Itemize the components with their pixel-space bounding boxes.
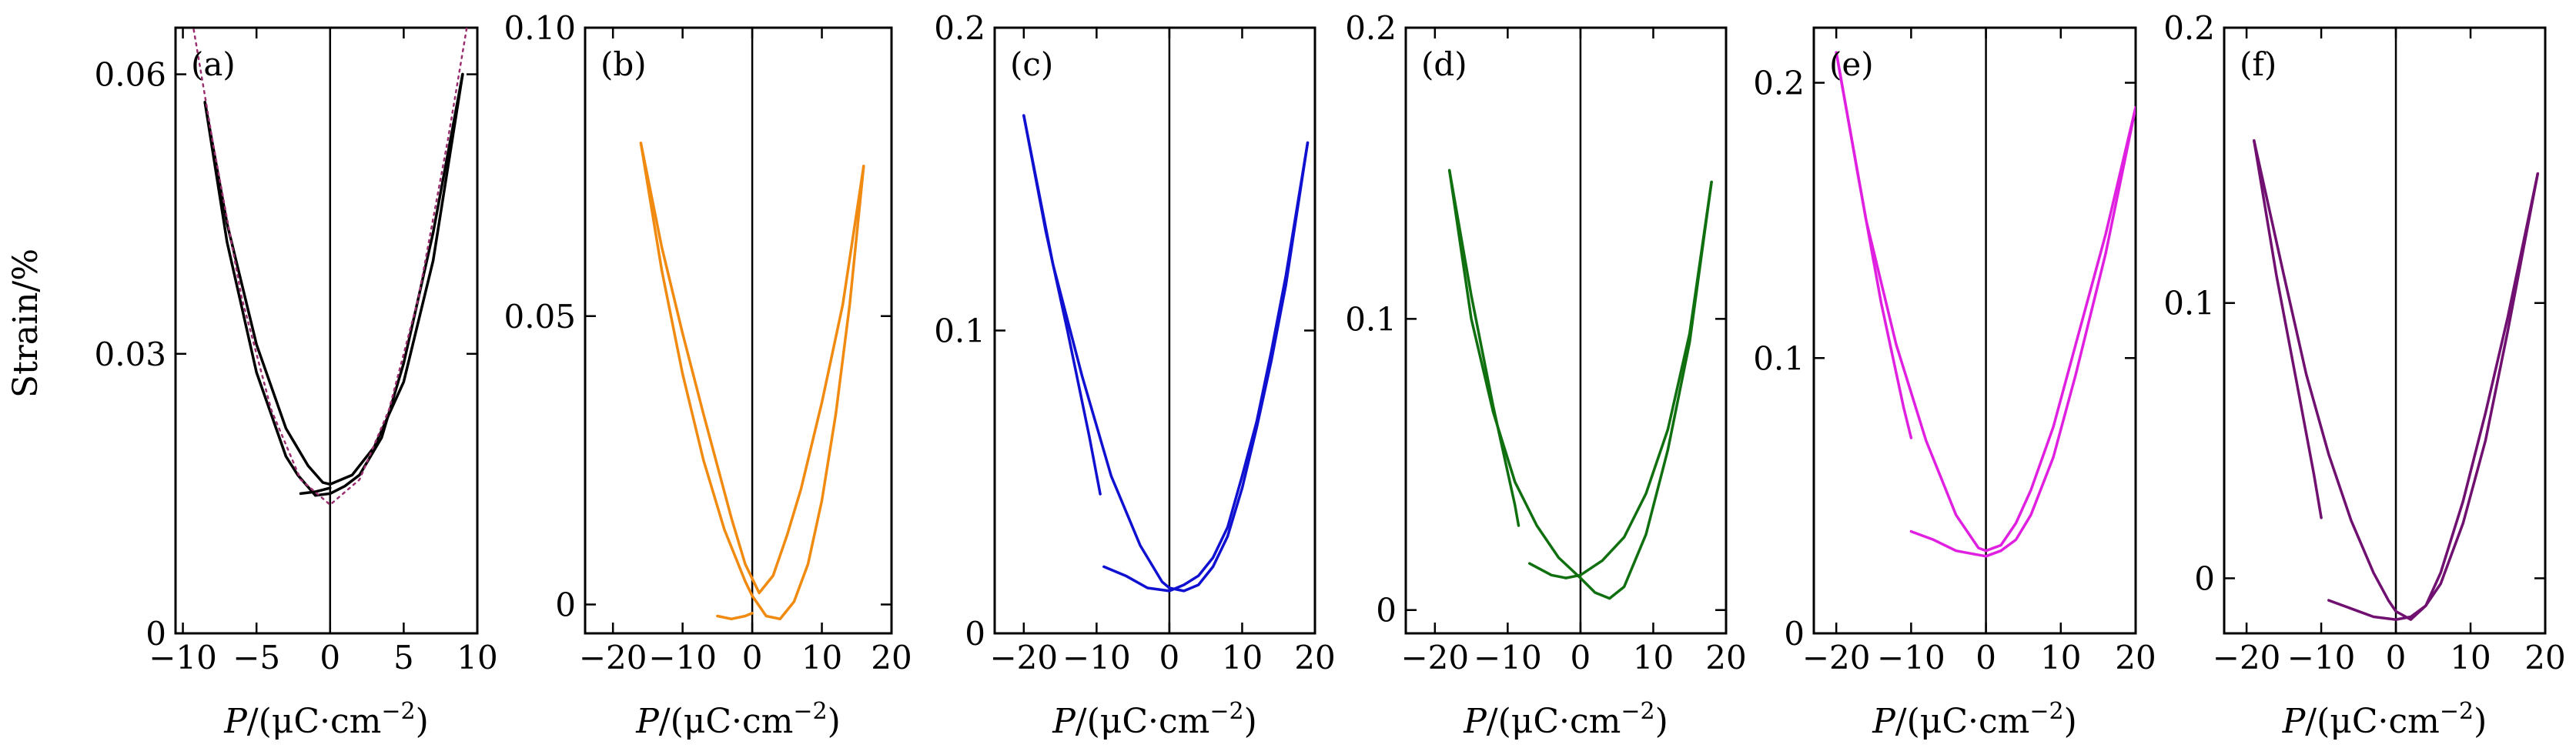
series-line-branch-1 — [203, 72, 464, 486]
series-group — [1447, 169, 1713, 600]
series-line-branch-2 — [1447, 169, 1713, 600]
plot-frame — [993, 26, 1316, 635]
series-group — [1022, 114, 1310, 593]
plot-frame — [584, 26, 893, 635]
series-line-start-segment — [716, 612, 754, 621]
x-tick-label: 0 — [2386, 639, 2407, 676]
series-line-inner-branch — [639, 142, 865, 595]
panel-label: (f) — [2240, 45, 2277, 83]
x-tick-label: 0 — [1571, 639, 1591, 676]
x-axis-label: P/(μC·cm−2) — [223, 698, 429, 741]
x-tick-label: 0 — [1159, 639, 1180, 676]
x-tick-label: 20 — [1705, 639, 1746, 676]
y-tick-label: 0.1 — [1753, 339, 1805, 377]
series-line-branch-2 — [2253, 139, 2540, 621]
y-tick-label: 0.2 — [2163, 9, 2215, 47]
x-tick-label: 10 — [2450, 639, 2491, 676]
y-tick-label: 0 — [1376, 592, 1397, 629]
x-tick-label: 10 — [2040, 639, 2081, 676]
x-tick-label: 10 — [1633, 639, 1674, 676]
panel-label: (d) — [1421, 45, 1467, 83]
x-tick-label: −10 — [1062, 639, 1131, 676]
panel-label: (e) — [1829, 45, 1874, 83]
x-tick-label: −10 — [648, 639, 717, 676]
panel-label: (b) — [601, 45, 647, 83]
series-line-branch-3 — [299, 486, 332, 496]
x-tick-label: 0 — [742, 639, 763, 676]
panel-f: −20 −10 0 10 20 0 0.1 0.2 (f) — [2163, 9, 2566, 676]
x-tick-label: −20 — [2213, 639, 2281, 676]
plot-frame — [1812, 26, 2137, 635]
y-tick-label: 0.1 — [1345, 300, 1397, 338]
x-tick-label: −20 — [1802, 639, 1871, 676]
x-tick-label: 0 — [1975, 639, 1996, 676]
x-tick-label: −10 — [149, 639, 217, 676]
x-tick-label: 5 — [393, 639, 414, 676]
panel-c: −20 −10 0 10 20 0 0.1 0.2 (c) — [934, 9, 1336, 676]
x-axis-label: P/(μC·cm−2) — [1052, 698, 1257, 741]
x-tick-label: 10 — [801, 639, 842, 676]
series-group — [2253, 139, 2540, 621]
series-group — [1835, 51, 2136, 558]
x-tick-label: −10 — [1474, 639, 1542, 676]
y-tick-label: 0 — [555, 586, 576, 624]
y-tick-label: 0 — [965, 615, 985, 653]
panel-a: −10 −5 0 5 10 0 0.03 0.06 (a) — [94, 26, 498, 676]
y-tick-label: 0.10 — [503, 9, 576, 47]
series-line-branch-1 — [1447, 169, 1521, 527]
x-axis-label: P/(μC·cm−2) — [635, 698, 841, 741]
y-tick-label: 0.2 — [934, 9, 985, 47]
series-line-branch-3 — [1102, 141, 1310, 593]
x-tick-label: −10 — [2287, 639, 2356, 676]
x-tick-label: 20 — [1294, 639, 1335, 676]
panel-d: −20 −10 0 10 20 0 0.1 0.2 (d) — [1345, 9, 1747, 676]
x-axis-label: P/(μC·cm−2) — [1872, 698, 2077, 741]
y-tick-label: 0 — [146, 615, 166, 653]
series-line-branch-2 — [203, 72, 464, 497]
x-axis-label: P/(μC·cm−2) — [1463, 698, 1668, 741]
plot-frame — [2223, 26, 2547, 635]
panel-label: (a) — [191, 45, 236, 83]
y-tick-label: 0 — [1784, 615, 1805, 653]
y-tick-label: 0.1 — [2163, 285, 2215, 322]
x-tick-label: 10 — [457, 639, 497, 676]
x-axis-label: P/(μC·cm−2) — [2282, 698, 2487, 741]
series-group — [192, 28, 468, 506]
x-tick-label: 20 — [2524, 639, 2565, 676]
series-line-branch-3 — [1527, 180, 1713, 579]
series-line-branch-3 — [1909, 105, 2136, 558]
plot-frame — [1404, 26, 1728, 635]
x-tick-label: −20 — [989, 639, 1058, 676]
x-axis-labels: P/(μC·cm−2) P/(μC·cm−2) P/(μC·cm−2) P/(μC·c… — [223, 698, 2487, 741]
series-line-outer-branch — [639, 142, 865, 621]
x-tick-label: 20 — [871, 639, 912, 676]
series-line-branch-2 — [1835, 51, 2136, 553]
y-tick-label: 0.2 — [1345, 9, 1397, 47]
panel-e: −20 −10 0 10 20 0 0.1 0.2 (e) — [1753, 26, 2156, 676]
series-group — [639, 142, 865, 621]
x-tick-label: 20 — [2115, 639, 2156, 676]
x-tick-label: 0 — [319, 639, 340, 676]
panel-label: (c) — [1010, 45, 1053, 83]
x-tick-label: 10 — [1222, 639, 1263, 676]
panel-b: −20 −10 0 10 20 0 0.05 0.10 (b) — [503, 9, 912, 676]
y-tick-label: 0.05 — [503, 298, 576, 336]
x-tick-label: −20 — [1400, 639, 1469, 676]
series-line-branch-3 — [2327, 172, 2540, 621]
series-line-branch-1 — [2253, 139, 2323, 519]
y-tick-label: 0.2 — [1753, 65, 1805, 102]
x-tick-label: −20 — [579, 639, 647, 676]
y-axis-label: Strain/% — [6, 249, 45, 398]
y-tick-label: 0.1 — [934, 312, 985, 350]
x-tick-label: −10 — [1877, 639, 1945, 676]
plot-frame — [174, 26, 479, 635]
y-tick-label: 0 — [2194, 559, 2215, 597]
y-tick-label: 0.06 — [94, 56, 166, 94]
x-tick-label: −5 — [233, 639, 280, 676]
y-tick-label: 0.03 — [94, 336, 166, 373]
series-line-branch-2 — [1022, 114, 1310, 593]
